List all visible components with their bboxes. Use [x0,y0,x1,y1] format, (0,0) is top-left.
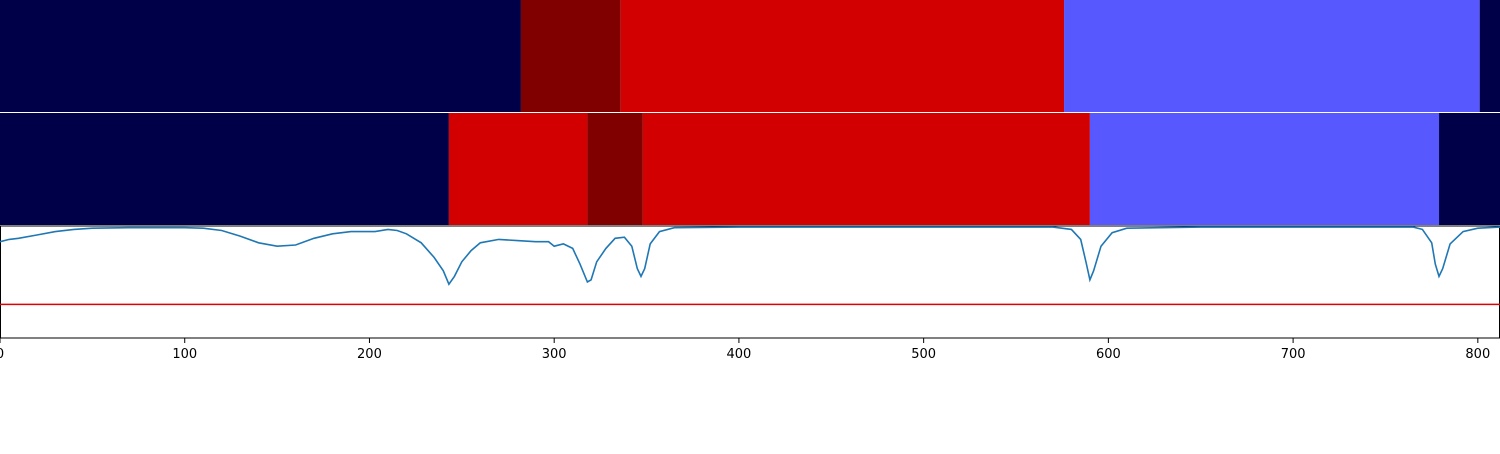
x-tick-label-100: 100 [172,347,197,362]
x-tick-label-400: 400 [727,347,752,362]
segment-row-1-1 [0,0,521,112]
segment-row-1-3 [620,0,1065,112]
segment-row-2-4 [642,113,1090,225]
segment-row-2-1 [0,113,449,225]
segment-row-1-5 [1479,0,1500,112]
x-tick-label-800: 800 [1465,347,1490,362]
segment-row-1-4 [1064,0,1480,112]
segment-rows [0,0,1500,225]
segment-row-1 [0,0,1500,112]
confidence-frame [0,225,1500,339]
x-tick-label-300: 300 [542,347,567,362]
x-axis: 0 100 200 300 400 500 600 700 800 [0,338,1490,362]
segment-row-2-5 [1089,113,1440,225]
segment-row-2 [0,113,1500,225]
x-tick-label-500: 500 [911,347,936,362]
segment-row-2-3 [587,113,643,225]
x-tick-label-700: 700 [1281,347,1306,362]
x-tick-label-600: 600 [1096,347,1121,362]
segment-row-2-6 [1439,113,1500,225]
segment-row-1-2 [520,0,621,112]
segment-row-2-2 [448,113,588,225]
x-tick-label-200: 200 [357,347,382,362]
confidence-panel [0,225,1500,339]
confidence-line [0,226,1500,286]
x-tick-label-0: 0 [0,347,4,362]
